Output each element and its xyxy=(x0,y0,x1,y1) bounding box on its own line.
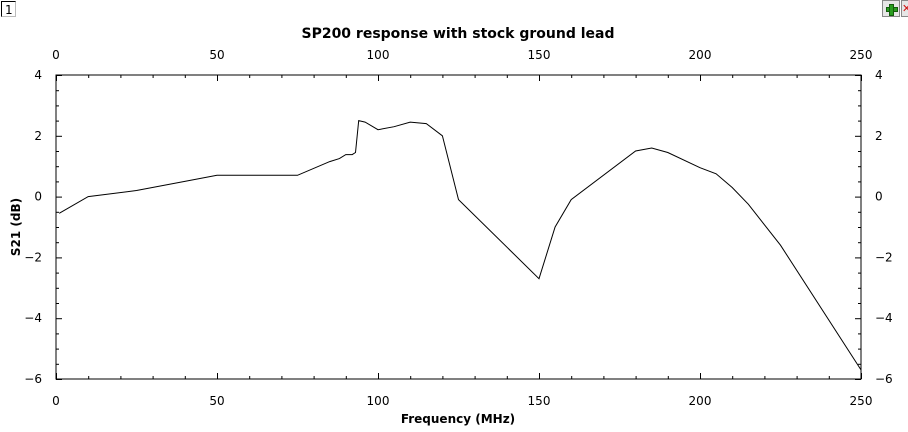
y-axis-label: S21 (dB) xyxy=(9,198,23,256)
x-tick-label-bottom: 250 xyxy=(850,394,873,408)
y-tick-label-right: 2 xyxy=(875,129,883,143)
plot-index-tab[interactable]: 1 xyxy=(1,1,16,17)
y-tick-label-left: 4 xyxy=(34,68,42,82)
y-tick-label-left: −2 xyxy=(24,250,42,264)
x-tick-label-top: 150 xyxy=(528,48,551,62)
x-tick-label-top: 250 xyxy=(850,48,873,62)
plus-icon[interactable] xyxy=(882,0,900,17)
close-icon[interactable] xyxy=(901,0,908,17)
s21-series-line xyxy=(58,119,862,371)
x-tick-label-bottom: 150 xyxy=(528,394,551,408)
y-tick-label-right: −2 xyxy=(875,250,893,264)
y-tick-label-left: −6 xyxy=(24,372,42,386)
x-tick-label-top: 50 xyxy=(209,48,224,62)
y-tick-label-left: 0 xyxy=(34,190,42,204)
y-tick-label-right: −6 xyxy=(875,372,893,386)
y-tick-label-right: 0 xyxy=(875,190,883,204)
x-tick-label-bottom: 0 xyxy=(52,394,60,408)
x-tick-label-top: 100 xyxy=(367,48,390,62)
x-tick-label-top: 200 xyxy=(689,48,712,62)
x-tick-label-bottom: 100 xyxy=(367,394,390,408)
x-axis-label: Frequency (MHz) xyxy=(401,412,515,426)
x-tick-label-top: 0 xyxy=(52,48,60,62)
axis-ticks xyxy=(56,75,862,380)
y-tick-label-right: 4 xyxy=(875,68,883,82)
y-tick-label-left: 2 xyxy=(34,129,42,143)
plot-frame xyxy=(55,74,862,380)
plot-toolbar xyxy=(882,0,908,18)
x-tick-label-bottom: 200 xyxy=(689,394,712,408)
chart-title: SP200 response with stock ground lead xyxy=(301,26,614,42)
x-tick-label-bottom: 50 xyxy=(209,394,224,408)
y-tick-label-left: −4 xyxy=(24,311,42,325)
y-tick-label-right: −4 xyxy=(875,311,893,325)
